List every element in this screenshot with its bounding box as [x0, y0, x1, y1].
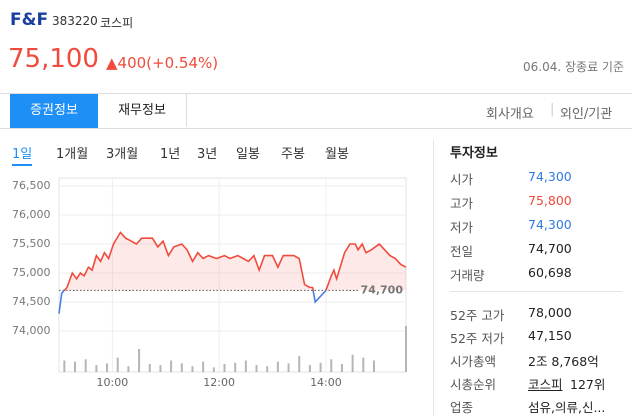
volume-bar [372, 360, 375, 372]
y-tick-label: 76,500 [12, 179, 51, 192]
info-label: 시총순위 [450, 377, 497, 392]
info-label: 저가 [450, 220, 474, 235]
price: 75,100 [8, 44, 99, 74]
volume-bar [202, 361, 205, 372]
info-value: 74,300 [528, 217, 572, 232]
period-tab[interactable]: 월봉 [325, 147, 349, 162]
volume-bar [287, 363, 290, 372]
market: 코스피 [100, 16, 134, 30]
volume-bar [191, 366, 194, 372]
info-label: 시가 [450, 172, 474, 187]
info-value: 2조 8,768억 [528, 354, 599, 369]
period-tab[interactable]: 3년 [197, 147, 218, 162]
volume-bar [244, 360, 247, 372]
info-value: 47,150 [528, 328, 572, 343]
info-label: 전일 [450, 244, 474, 259]
info-label: 시가총액 [450, 354, 497, 369]
stock-name[interactable]: F&F [10, 10, 49, 30]
volume-bar [234, 362, 237, 372]
divider [450, 291, 622, 292]
separator: | [550, 102, 555, 117]
info-value: 60,698 [528, 265, 572, 280]
volume-bar [340, 363, 343, 372]
link[interactable]: 회사개요 [486, 107, 534, 122]
info-label: 52주 저가 [450, 331, 505, 346]
change: ▲400(+0.54%) [106, 54, 219, 72]
divider [433, 140, 434, 416]
area [59, 232, 406, 291]
price-line [58, 231, 407, 314]
y-tick-label: 75,500 [12, 237, 51, 250]
info-value: 78,000 [528, 305, 572, 320]
timestamp: 06.04. 장종료 기준 [523, 60, 624, 74]
x-tick-label: 12:00 [203, 376, 235, 389]
volume-bar [330, 359, 333, 372]
volume-bar [148, 363, 151, 372]
period-tab[interactable]: 일봉 [236, 147, 260, 162]
info-label: 고가 [450, 196, 474, 211]
info-label: 52주 고가 [450, 308, 505, 323]
x-tick-label: 14:00 [310, 376, 342, 389]
volume-bar [223, 363, 226, 372]
info-value: 74,300 [528, 169, 572, 184]
volume-bar [308, 365, 311, 372]
stock-code: 383220 [52, 14, 98, 28]
volume-bar [95, 365, 98, 372]
chart: 76,500 76,000 75,500 75,000 74,500 74,000 10:0… [12, 177, 407, 389]
period-tab-active[interactable]: 1일 [12, 143, 33, 166]
period-tab[interactable]: 3개월 [106, 147, 139, 162]
period-tab[interactable]: 주봉 [281, 147, 305, 162]
y-tick-label: 74,000 [12, 324, 51, 337]
volume-bar [116, 357, 119, 372]
x-tick-label: 10:00 [97, 376, 129, 389]
volume-bar [212, 367, 215, 372]
info-title: 투자정보 [450, 146, 498, 161]
volume-bar [127, 366, 130, 372]
info-value: 섬유,의류,신... [528, 400, 606, 415]
plot-frame [58, 177, 407, 373]
info-link[interactable]: 코스피 [528, 377, 563, 392]
volume-bar [170, 360, 173, 372]
info-label: 업종 [450, 400, 474, 415]
volume-bar [74, 361, 77, 372]
info-value: 127위 [570, 377, 606, 392]
y-tick-label: 76,000 [12, 208, 51, 221]
tab-bar [0, 93, 632, 129]
volume-bar [255, 365, 258, 372]
volume-bar [63, 360, 66, 372]
info-label: 거래량 [450, 268, 485, 283]
volume-bar [266, 366, 269, 372]
y-tick-label: 75,000 [12, 266, 51, 279]
volume-bar [159, 365, 162, 372]
tab-active[interactable]: 증권정보 [10, 94, 98, 128]
tab[interactable]: 재무정보 [98, 94, 187, 127]
reference-label: 74,700 [361, 283, 404, 296]
volume-bar [319, 362, 322, 372]
volume-bar [138, 349, 141, 372]
volume-bar [362, 357, 365, 372]
y-tick-label: 74,500 [12, 295, 51, 308]
info-value: 74,700 [528, 241, 572, 256]
volume-bar [351, 354, 354, 372]
period-tab[interactable]: 1개월 [56, 147, 89, 162]
volume-bar [84, 359, 87, 372]
volume-bar [405, 326, 407, 372]
period-tab[interactable]: 1년 [160, 147, 181, 162]
volume-bar [298, 355, 301, 372]
volume-bar [180, 363, 183, 372]
volume-bar [106, 363, 109, 372]
info-value: 75,800 [528, 193, 572, 208]
link[interactable]: 외인/기관 [560, 107, 613, 122]
volume-bar [276, 361, 279, 372]
